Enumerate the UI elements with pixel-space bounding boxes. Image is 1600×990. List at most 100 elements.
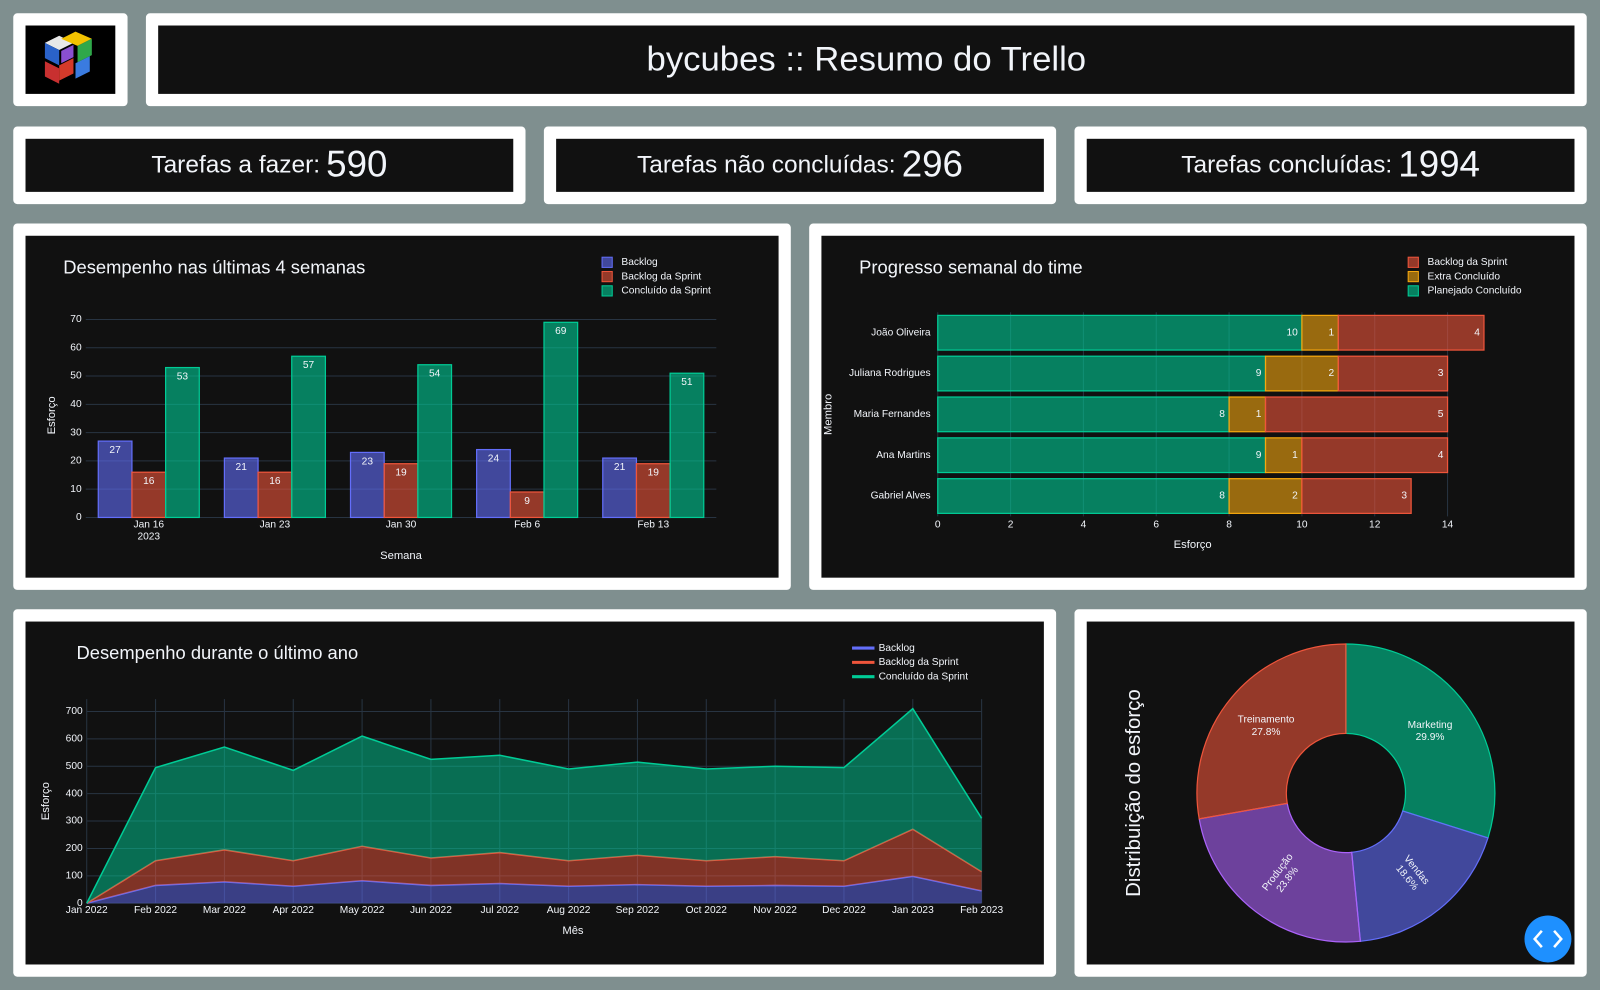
data-label: 57 (303, 360, 315, 371)
x-tick-label: 10 (1296, 519, 1308, 530)
x-tick-label: Jul 2022 (481, 905, 520, 916)
logo-face (61, 44, 74, 64)
pie-value: 29.9% (1416, 732, 1445, 743)
data-label: 9 (524, 496, 530, 507)
y-tick-label: 20 (70, 456, 82, 467)
x-tick-label: Nov 2022 (753, 905, 797, 916)
x-tick-label: Jan 16 (133, 519, 164, 530)
pie-category: Treinamento (1238, 715, 1295, 726)
y-tick-label: Maria Fernandes (854, 409, 931, 420)
data-label: 10 (1286, 327, 1298, 338)
x-tick-label: Feb 2023 (960, 905, 1003, 916)
bar-segment (1337, 314, 1485, 351)
data-label: 69 (555, 326, 567, 337)
x-tick-label: May 2022 (340, 905, 385, 916)
legend-label: Backlog (621, 257, 658, 268)
x-tick-label: Oct 2022 (686, 905, 728, 916)
x-tick-label: Jun 2022 (410, 905, 452, 916)
code-button-circle[interactable] (1524, 915, 1572, 963)
legend-label: Backlog (879, 643, 916, 654)
code-icon (1553, 929, 1563, 948)
bar (635, 463, 671, 519)
legend-swatch (1407, 285, 1419, 297)
y-tick-label: Juliana Rodrigues (849, 368, 931, 379)
y-axis-label: Membro (823, 394, 835, 435)
bar (97, 440, 133, 519)
data-label: 23 (362, 456, 374, 467)
data-label: 19 (395, 468, 407, 479)
y-tick-label: 300 (66, 816, 83, 827)
legend-label: Backlog da Sprint (1428, 257, 1508, 268)
y-tick-label: 40 (70, 399, 82, 410)
pie-category: Marketing (1408, 720, 1453, 731)
pie-slice (1351, 810, 1489, 942)
x-tick-label: Dec 2022 (822, 905, 866, 916)
bar-segment (1264, 355, 1339, 392)
data-label: 24 (488, 453, 500, 464)
bar (349, 451, 385, 519)
legend-label: Backlog da Sprint (879, 657, 959, 668)
logo-face (44, 61, 60, 84)
pie-value: 27.8% (1252, 727, 1281, 738)
legend-swatch (601, 285, 613, 297)
logo (44, 31, 92, 84)
bar-segment (937, 355, 1267, 392)
data-label: 9 (1256, 450, 1262, 461)
legend-swatch (601, 270, 613, 283)
x-tick-label: Jan 2022 (66, 905, 108, 916)
title-box (158, 25, 1575, 94)
bar-segment (1264, 396, 1449, 433)
y-tick-label: 500 (66, 761, 83, 772)
data-label: 4 (1438, 450, 1444, 461)
x-tick-label: Sep 2022 (616, 905, 660, 916)
data-label: 27 (109, 445, 121, 456)
data-label: 2 (1329, 368, 1335, 379)
x-tick-label: Feb 6 (514, 519, 540, 530)
legend-swatch (1407, 270, 1419, 283)
x-tick-label: Aug 2022 (547, 905, 591, 916)
data-label: 21 (614, 462, 626, 473)
code-button[interactable] (1524, 915, 1572, 963)
pie-slice (1196, 643, 1347, 820)
data-label: 2 (1292, 491, 1298, 502)
kpi-value: 296 (902, 143, 963, 184)
legend-swatch (1407, 256, 1419, 268)
bar (509, 491, 545, 519)
kpi-box (25, 138, 514, 192)
data-label: 16 (143, 476, 155, 487)
bar-segment (1301, 478, 1412, 514)
bar-segment (1337, 355, 1449, 392)
y-axis-label: Esforço (46, 396, 58, 434)
pie-slice (1345, 643, 1496, 839)
y-tick-label: 50 (70, 371, 82, 382)
pie-slice (1198, 802, 1362, 943)
x-tick-label: Feb 13 (637, 519, 669, 530)
y-tick-label: João Oliveira (871, 327, 931, 338)
x-axis-label: Mês (562, 925, 584, 937)
kpi-label: Tarefas a fazer: (151, 152, 320, 179)
legend-label: Planejado Concluído (1428, 286, 1522, 297)
chart-title: Desempenho durante o último ano (77, 642, 359, 663)
bar-segment (937, 314, 1303, 351)
x-tick-label: 12 (1369, 519, 1381, 530)
kpi: Tarefas não concluídas: 296 (637, 143, 963, 184)
bar (257, 471, 293, 519)
y-tick-label: 0 (77, 898, 83, 909)
data-label: 21 (236, 462, 248, 473)
data-label: 54 (429, 369, 441, 380)
y-tick-label: 30 (70, 427, 82, 438)
bar-segment (937, 396, 1230, 433)
x-tick-label: Jan 2023 (892, 905, 934, 916)
bar (291, 355, 327, 519)
chart-box (25, 235, 779, 578)
kpi-label: Tarefas não concluídas: (637, 152, 896, 179)
x-tick-label: 4 (1081, 519, 1087, 530)
data-label: 16 (269, 476, 281, 487)
y-tick-label: 70 (70, 314, 82, 325)
legend-swatch (601, 256, 613, 268)
chart-title: Progresso semanal do time (859, 256, 1082, 277)
x-tick-label: 14 (1442, 519, 1454, 530)
chart-title: Distribuição do esforço (1123, 689, 1145, 897)
